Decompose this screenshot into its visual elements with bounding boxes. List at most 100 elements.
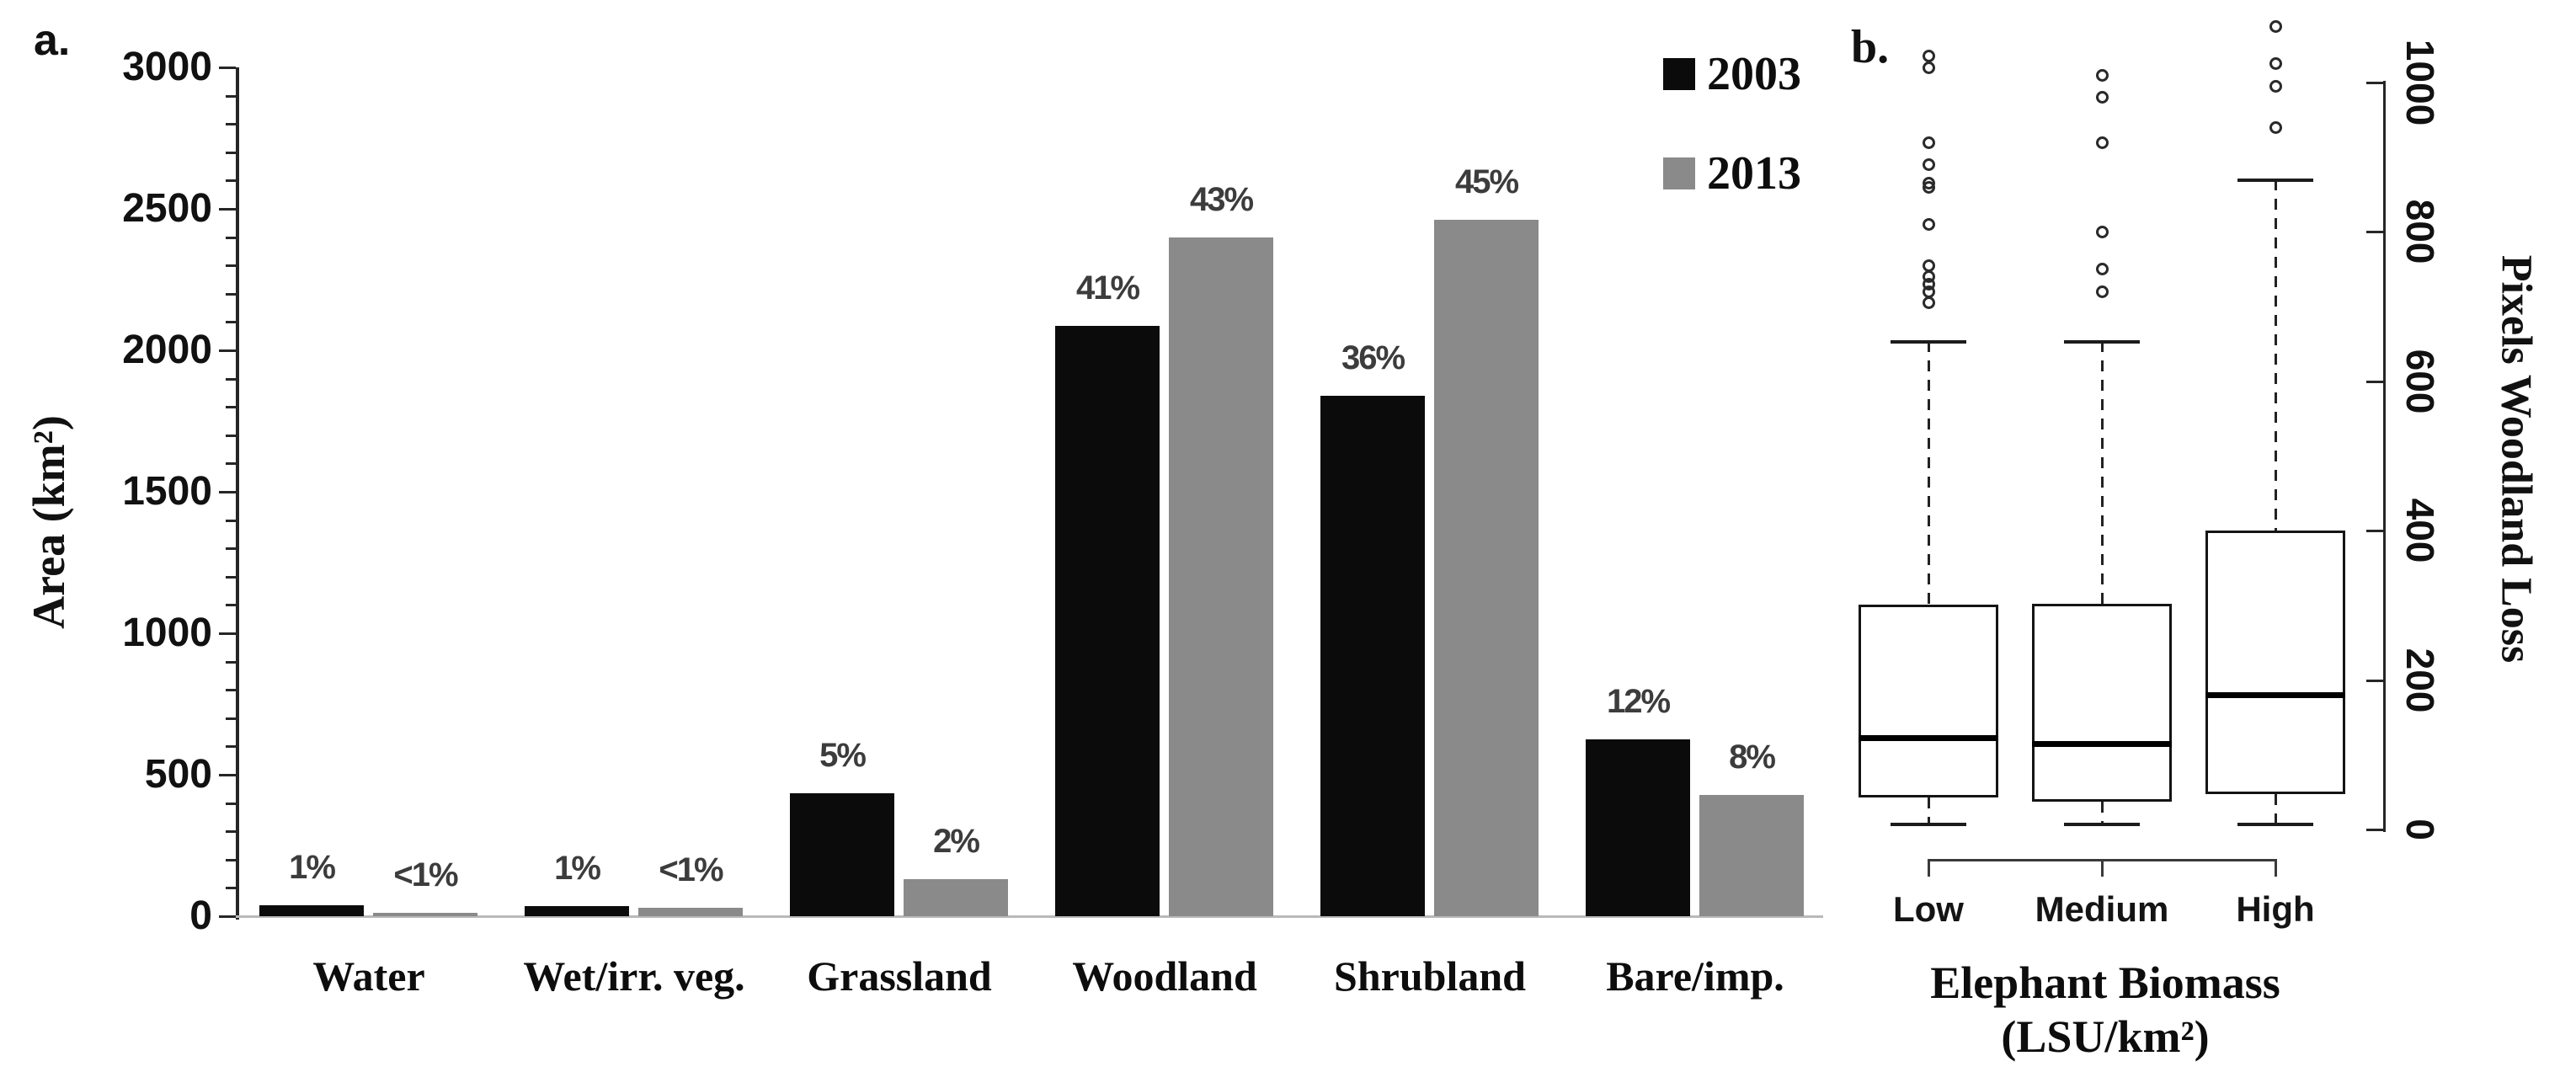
outlier-point xyxy=(2096,136,2109,149)
bar-value-label: 2% xyxy=(933,823,980,861)
bar-value-label: 45% xyxy=(1454,163,1519,201)
panel-a-y-axis-line xyxy=(236,67,239,920)
outlier-point xyxy=(2269,120,2282,134)
panel-a-minor-tick xyxy=(226,151,236,154)
panel-b-label: b. xyxy=(1851,21,1890,73)
bar-2003-0 xyxy=(259,904,364,916)
whisker-upper xyxy=(2101,341,2104,604)
panel-a-x-axis-line xyxy=(236,915,1823,918)
panel-b-tick xyxy=(2366,231,2383,233)
whisker-lower xyxy=(2101,802,2104,824)
panel-a-major-tick xyxy=(219,67,236,69)
panel-a-minor-tick xyxy=(226,123,236,126)
panel-a-category-label: Woodland xyxy=(1072,952,1257,1000)
panel-a-minor-tick xyxy=(226,462,236,466)
bar-2003-2 xyxy=(790,792,894,916)
box-median-line xyxy=(2205,692,2345,699)
outlier-point xyxy=(1923,218,1935,232)
legend-item-2013: 2013 xyxy=(1663,150,1801,197)
panel-b-y-tick-label: 0 xyxy=(2398,819,2442,840)
outlier-point xyxy=(2096,91,2109,104)
panel-b-y-axis-line xyxy=(2383,80,2386,832)
panel-b-tick xyxy=(2366,81,2383,84)
bar-2013-4 xyxy=(1434,220,1539,916)
panel-b-tick xyxy=(2366,829,2383,831)
panel-b-x-axis-title-line2: (LSU/km²) xyxy=(2001,1011,2210,1062)
panel-a-minor-tick xyxy=(226,830,236,834)
panel-a-major-tick xyxy=(219,349,236,352)
whisker-lower-cap xyxy=(2237,822,2313,826)
panel-a-minor-tick xyxy=(226,717,236,720)
panel-a-y-tick-label: 500 xyxy=(144,752,212,797)
panel-a-y-tick-label: 1000 xyxy=(122,611,212,655)
panel-a-category-label: Shrubland xyxy=(1334,952,1526,1000)
bar-value-label: 1% xyxy=(289,848,336,886)
legend-swatch-2013-icon xyxy=(1663,157,1695,189)
panel-b-category-label: High xyxy=(2236,889,2315,929)
bar-2003-4 xyxy=(1320,395,1425,916)
box-High xyxy=(2205,531,2345,795)
panel-b-y-axis-title: Pixels Woodland Loss xyxy=(2492,254,2541,664)
bar-value-label: 8% xyxy=(1729,738,1776,776)
panel-a-minor-tick xyxy=(226,858,236,861)
bar-value-label: 43% xyxy=(1189,180,1254,218)
outlier-point xyxy=(1923,61,1935,74)
panel-a-y-tick-label: 3000 xyxy=(122,45,212,89)
panel-a-minor-tick xyxy=(226,660,236,664)
bar-value-label: 12% xyxy=(1606,683,1671,720)
panel-a-category-label: Wet/irr. veg. xyxy=(523,952,745,1000)
outlier-point xyxy=(2096,263,2109,276)
panel-a-minor-tick xyxy=(226,264,236,268)
panel-a-minor-tick xyxy=(226,604,236,607)
whisker-lower-cap xyxy=(2064,822,2140,826)
outlier-point xyxy=(2269,19,2282,33)
bar-value-label: 5% xyxy=(819,736,867,774)
outlier-point xyxy=(1923,177,1935,190)
outlier-point xyxy=(1923,259,1935,272)
panel-b-y-tick-label: 400 xyxy=(2398,498,2442,563)
panel-a-y-tick-label: 2500 xyxy=(122,186,212,231)
whisker-upper-cap xyxy=(2237,178,2313,182)
panel-b-x-bracket-tick xyxy=(2275,859,2277,877)
panel-a-major-tick xyxy=(219,632,236,635)
panel-a-major-tick xyxy=(219,491,236,493)
outlier-point xyxy=(2269,57,2282,71)
bar-value-label: <1% xyxy=(659,851,723,888)
panel-a-category-label: Grassland xyxy=(807,952,992,1000)
whisker-lower xyxy=(1928,797,1930,824)
legend-label-2013: 2013 xyxy=(1707,147,1801,200)
whisker-upper xyxy=(1928,341,1930,605)
outlier-point xyxy=(1923,136,1935,149)
panel-a-minor-tick xyxy=(226,377,236,381)
panel-a-minor-tick xyxy=(226,94,236,98)
box-median-line xyxy=(1859,734,1998,741)
panel-a-y-tick-label: 0 xyxy=(189,893,212,938)
whisker-upper-cap xyxy=(2064,340,2140,344)
panel-b-y-tick-label: 1000 xyxy=(2398,39,2442,125)
bar-2003-3 xyxy=(1055,326,1160,916)
outlier-point xyxy=(2096,226,2109,238)
panel-b-y-tick-label: 600 xyxy=(2398,349,2442,413)
whisker-upper-cap xyxy=(1891,340,1966,344)
panel-b-tick xyxy=(2366,380,2383,383)
whisker-upper xyxy=(2275,179,2277,531)
panel-a-minor-tick xyxy=(226,292,236,296)
bar-value-label: 36% xyxy=(1341,339,1405,376)
legend: 2003 2013 xyxy=(1663,51,1801,197)
bar-2013-1 xyxy=(638,907,743,916)
panel-a-category-label: Bare/imp. xyxy=(1606,952,1784,1000)
panel-a-major-tick xyxy=(219,208,236,211)
bar-value-label: <1% xyxy=(393,856,458,893)
panel-b-category-label: Low xyxy=(1893,889,1964,929)
bar-2013-3 xyxy=(1169,237,1273,916)
outlier-point xyxy=(2096,68,2109,82)
box-median-line xyxy=(2032,740,2172,747)
panel-a-minor-tick xyxy=(226,745,236,749)
panel-a-minor-tick xyxy=(226,689,236,692)
bar-2013-0 xyxy=(373,912,477,916)
panel-b-tick xyxy=(2366,679,2383,682)
bar-2003-1 xyxy=(525,906,629,916)
outlier-point xyxy=(2269,79,2282,93)
panel-a-plot-area: 0 500 1000 1500 2000 2500 3000 1% <1% Water 1% <1% W… xyxy=(122,45,1823,1000)
panel-a-minor-tick xyxy=(226,802,236,805)
